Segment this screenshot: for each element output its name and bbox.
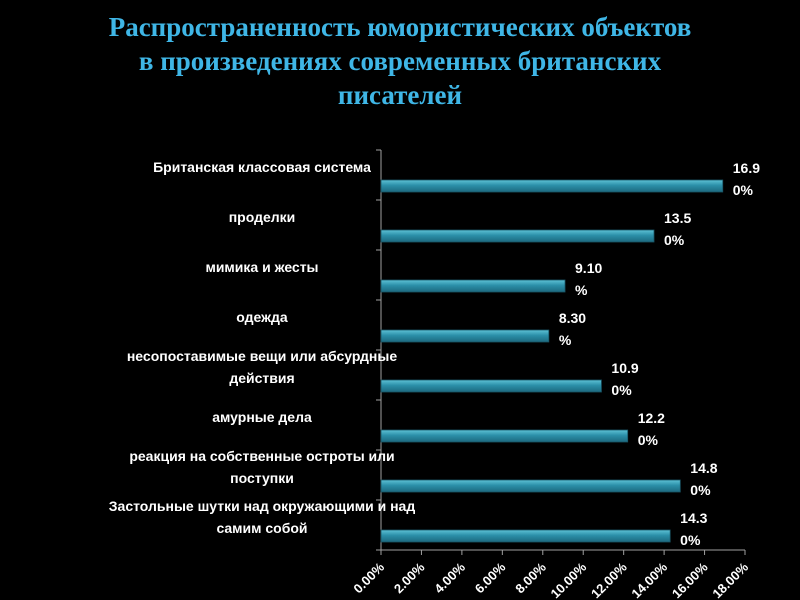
category-label: амурные дела	[212, 409, 312, 425]
bar	[380, 479, 681, 493]
x-tick-label: 8.00%	[512, 559, 549, 596]
data-label: %	[559, 332, 572, 348]
data-label: 14.8	[690, 460, 717, 476]
x-tick-label: 18.00%	[709, 559, 751, 600]
data-label: 10.9	[611, 360, 638, 376]
category-label: мимика и жесты	[205, 259, 318, 275]
bar	[380, 329, 550, 343]
category-label: Застольные шутки над окружающими и над	[109, 498, 416, 514]
x-tick-label: 12.00%	[588, 559, 630, 600]
category-label: одежда	[236, 309, 288, 325]
data-label: 0%	[690, 482, 711, 498]
category-label: Британская классовая система	[153, 159, 371, 175]
x-tick-label: 6.00%	[472, 559, 509, 596]
x-tick-label: 10.00%	[548, 559, 590, 600]
x-tick-label: 4.00%	[431, 559, 468, 596]
category-label: самим собой	[216, 520, 307, 536]
data-label: 0%	[611, 382, 632, 398]
bar-series	[380, 179, 724, 543]
x-tick-label: 2.00%	[391, 559, 428, 596]
bar	[380, 229, 655, 243]
category-label: поступки	[230, 470, 294, 486]
x-tick-label: 14.00%	[628, 559, 670, 600]
data-label: 9.10	[575, 260, 602, 276]
category-label: действия	[229, 370, 294, 386]
x-tick-label: 16.00%	[669, 559, 711, 600]
category-label: несопоставимые вещи или абсурдные	[127, 348, 398, 364]
data-label: 16.9	[733, 160, 760, 176]
bar	[380, 179, 724, 193]
category-label: проделки	[229, 209, 296, 225]
x-tick-labels: 0.00% 2.00% 4.00% 6.00% 8.00%10.00%12.00%14.…	[350, 559, 751, 600]
chart-title: Распространенность юмористических объект…	[108, 12, 692, 110]
bar	[380, 279, 566, 293]
data-label: 0%	[733, 182, 754, 198]
data-label: 14.3	[680, 510, 707, 526]
data-label: %	[575, 282, 588, 298]
bar	[380, 529, 671, 543]
category-label: реакция на собственные остроты или	[129, 448, 394, 464]
data-label: 13.5	[664, 210, 691, 226]
data-label: 0%	[680, 532, 701, 548]
data-label: 12.2	[638, 410, 665, 426]
bar	[380, 429, 629, 443]
category-labels: Британская классовая система проделки мими…	[109, 159, 416, 536]
data-label: 0%	[638, 432, 659, 448]
data-label: 0%	[664, 232, 685, 248]
bar	[380, 379, 602, 393]
x-tick-label: 0.00%	[350, 559, 387, 596]
value-labels: 16.9 0% 13.5 0% 9.10% 8.30% 10.9 0% 12.2 0% 14.8 0%…	[559, 160, 760, 548]
data-label: 8.30	[559, 310, 586, 326]
